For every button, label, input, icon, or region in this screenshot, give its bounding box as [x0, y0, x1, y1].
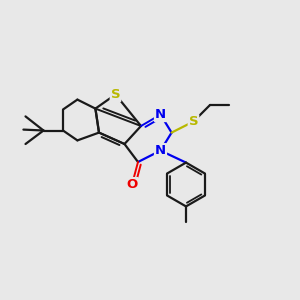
Text: N: N — [155, 108, 166, 121]
Text: S: S — [111, 88, 120, 101]
Text: O: O — [126, 178, 138, 191]
Text: S: S — [189, 115, 198, 128]
Text: N: N — [155, 144, 166, 157]
